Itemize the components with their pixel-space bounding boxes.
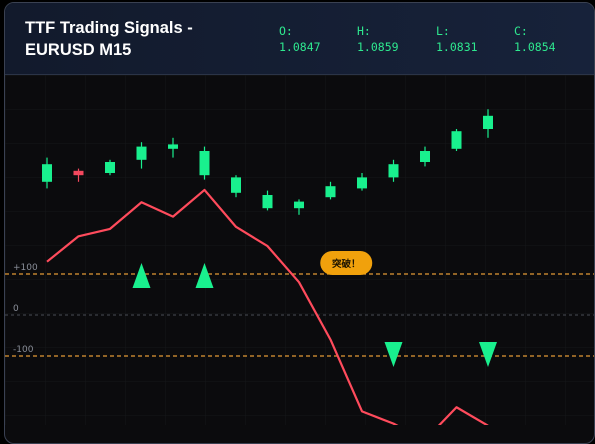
ohlc-open: O: 1.0847 xyxy=(279,23,321,55)
candle-body-12 xyxy=(420,151,430,162)
candle-body-2 xyxy=(105,162,115,173)
ohlc-high-value: 1.0859 xyxy=(357,40,399,54)
sell-signal-2 xyxy=(384,342,403,367)
candle-body-8 xyxy=(294,201,304,209)
candle-body-10 xyxy=(357,177,367,189)
candle-body-1 xyxy=(73,170,84,176)
buy-signal-1 xyxy=(195,263,214,288)
ohlc-close: C: 1.0854 xyxy=(514,23,556,55)
ohlc-open-value: 1.0847 xyxy=(279,40,321,54)
ohlc-low-value: 1.0831 xyxy=(436,40,478,54)
candle-body-5 xyxy=(199,151,210,176)
chart-window: TTF Trading Signals - EURUSD M15 O: 1.08… xyxy=(4,2,595,444)
y-tick-label-1: 0 xyxy=(13,304,19,314)
candle-body-11 xyxy=(388,164,399,178)
candle-body-3 xyxy=(136,146,147,160)
ohlc-open-label: O: xyxy=(279,24,293,38)
price-chart[interactable]: +100 0 -100 突破！ xyxy=(5,75,594,425)
annotation-text-0: 突破！ xyxy=(332,258,361,270)
ohlc-close-value: 1.0854 xyxy=(514,40,556,54)
ohlc-low: L: 1.0831 xyxy=(436,23,478,55)
candle-body-6 xyxy=(231,177,241,193)
ohlc-close-label: C: xyxy=(514,24,528,38)
candle-body-14 xyxy=(483,115,493,129)
ohlc-low-label: L: xyxy=(436,24,450,38)
candle-body-7 xyxy=(262,195,273,209)
buy-signal-0 xyxy=(132,263,151,288)
ohlc-high-label: H: xyxy=(357,24,371,38)
chart-grid xyxy=(5,75,594,425)
candle-body-13 xyxy=(451,131,462,149)
annotation-badge-0 xyxy=(320,251,373,275)
y-tick-label-2: -100 xyxy=(13,345,34,355)
sell-signal-3 xyxy=(479,342,497,367)
ttf-line xyxy=(46,188,489,425)
candle-body-9 xyxy=(325,186,336,198)
chart-header: TTF Trading Signals - EURUSD M15 O: 1.08… xyxy=(5,3,594,75)
chart-title: TTF Trading Signals - EURUSD M15 xyxy=(25,19,193,59)
y-tick-label-0: +100 xyxy=(13,263,38,273)
candle-body-4 xyxy=(168,144,178,149)
ohlc-high: H: 1.0859 xyxy=(357,23,399,55)
candle-body-0 xyxy=(42,164,52,182)
